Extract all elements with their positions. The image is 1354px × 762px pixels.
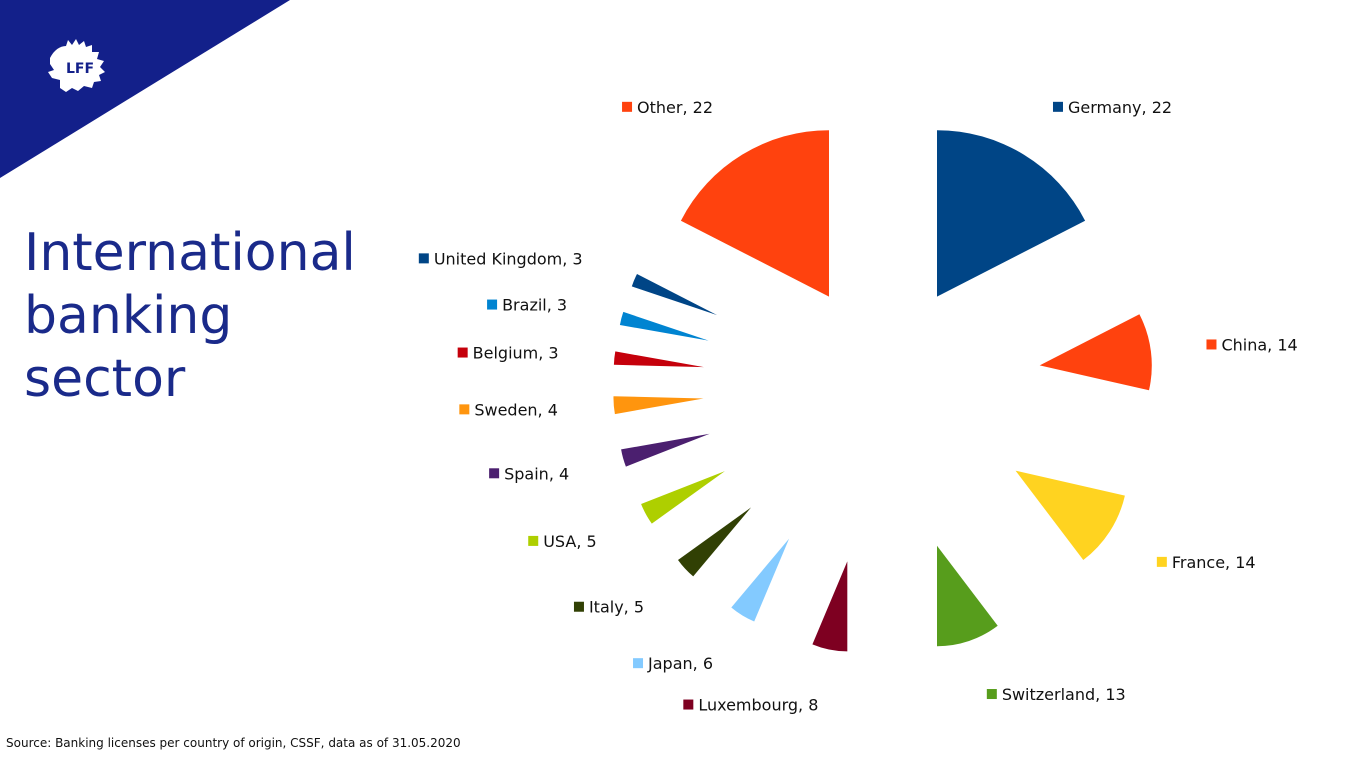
legend-swatch-luxembourg: [683, 699, 694, 710]
data-label-text-sweden: Sweden, 4: [474, 400, 558, 419]
data-label-brazil: Brazil, 3: [487, 296, 567, 315]
pie-slice-united-kingdom: [631, 274, 718, 316]
pie-slice-france: [1015, 470, 1125, 560]
pie-slices: [613, 130, 1152, 652]
pie-slice-spain: [621, 433, 710, 467]
legend-swatch-germany: [1052, 101, 1063, 112]
data-label-switzerland: Switzerland, 13: [986, 685, 1126, 704]
pie-slice-belgium: [613, 351, 704, 368]
data-label-text-brazil: Brazil, 3: [502, 296, 567, 315]
pie-slice-brazil: [619, 311, 709, 341]
legend-swatch-sweden: [459, 404, 470, 415]
pie-slice-sweden: [613, 396, 704, 415]
slide-title: International banking sector: [24, 222, 356, 411]
pie-slice-other: [680, 130, 829, 297]
pie-slice-switzerland: [937, 545, 998, 647]
data-label-united-kingdom: United Kingdom, 3: [418, 249, 583, 268]
data-label-belgium: Belgium, 3: [457, 344, 559, 363]
lff-logo: LFF: [48, 39, 105, 92]
pie-slice-china: [1039, 314, 1152, 391]
data-label-spain: Spain, 4: [489, 464, 569, 483]
legend-swatch-italy: [573, 601, 584, 612]
legend-swatch-china: [1206, 339, 1217, 350]
legend-swatch-other: [622, 101, 633, 112]
data-label-text-france: France, 14: [1172, 553, 1256, 572]
lion-silhouette-icon: [48, 39, 105, 92]
pie-slice-luxembourg: [812, 561, 848, 652]
data-label-china: China, 14: [1206, 335, 1298, 354]
source-note: Source: Banking licenses per country of …: [6, 736, 461, 750]
data-label-italy: Italy, 5: [573, 598, 644, 617]
data-label-text-united-kingdom: United Kingdom, 3: [434, 249, 583, 268]
title-line-1: International: [24, 223, 356, 283]
data-label-text-belgium: Belgium, 3: [473, 344, 559, 363]
data-label-text-usa: USA, 5: [543, 532, 596, 551]
logo-text: LFF: [66, 61, 94, 77]
legend-swatch-belgium: [457, 347, 468, 358]
title-line-3: sector: [24, 349, 186, 409]
data-label-text-switzerland: Switzerland, 13: [1002, 685, 1126, 704]
data-label-sweden: Sweden, 4: [459, 400, 558, 419]
pie-slice-japan: [731, 538, 790, 622]
legend-swatch-spain: [489, 468, 500, 479]
data-label-text-luxembourg: Luxembourg, 8: [698, 696, 818, 715]
data-label-text-italy: Italy, 5: [589, 598, 644, 617]
legend-swatch-france: [1156, 556, 1167, 567]
legend-swatch-brazil: [487, 299, 498, 310]
data-label-japan: Japan, 6: [633, 654, 713, 673]
pie-slice-usa: [641, 471, 725, 524]
legend-swatch-switzerland: [986, 689, 997, 700]
legend-swatch-usa: [528, 535, 539, 546]
data-label-france: France, 14: [1156, 553, 1256, 572]
data-label-text-japan: Japan, 6: [647, 654, 713, 673]
data-label-text-germany: Germany, 22: [1068, 98, 1172, 117]
data-label-luxembourg: Luxembourg, 8: [683, 696, 818, 715]
data-label-other: Other, 22: [622, 98, 713, 117]
data-label-germany: Germany, 22: [1052, 98, 1172, 117]
pie-labels: Germany, 22 China, 14 France, 14 Switzerlan…: [418, 98, 1298, 715]
title-line-2: banking: [24, 286, 233, 346]
pie-slice-italy: [678, 507, 752, 577]
corner-banner: LFF: [0, 0, 290, 178]
pie-slice-germany: [937, 130, 1086, 297]
data-label-text-spain: Spain, 4: [504, 464, 569, 483]
legend-swatch-japan: [633, 658, 644, 669]
legend-swatch-united-kingdom: [418, 253, 429, 264]
data-label-usa: USA, 5: [528, 532, 597, 551]
data-label-text-china: China, 14: [1221, 335, 1297, 354]
data-label-text-other: Other, 22: [637, 98, 713, 117]
